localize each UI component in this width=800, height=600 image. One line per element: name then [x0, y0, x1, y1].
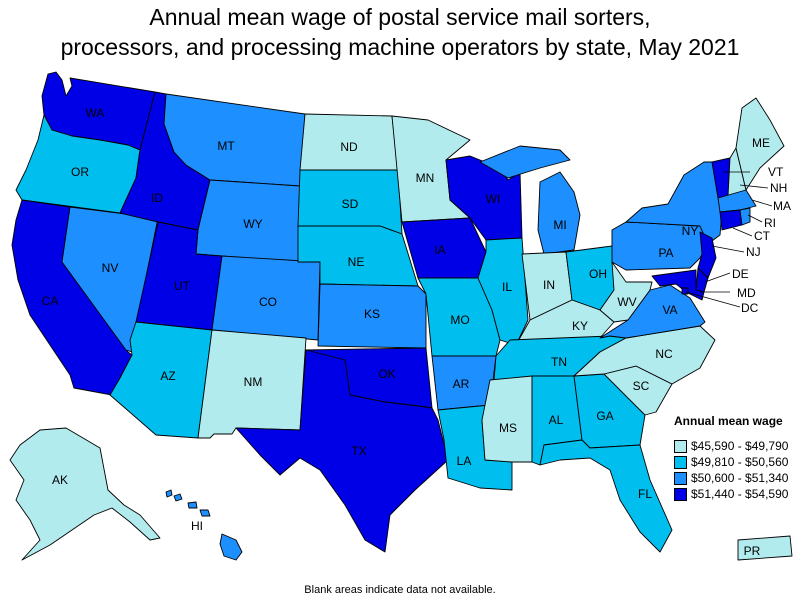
label-CT: CT [754, 229, 771, 243]
label-MN: MN [416, 171, 435, 185]
legend-title: Annual mean wage [674, 414, 783, 428]
label-NH: NH [770, 181, 787, 195]
label-OR: OR [71, 165, 89, 179]
label-WY: WY [243, 217, 262, 231]
label-WI: WI [486, 192, 501, 206]
state-labels: WA OR CA NV ID MT WY UT CO AZ NM ND SD N… [42, 106, 791, 558]
label-IA: IA [434, 243, 445, 257]
label-SC: SC [633, 379, 650, 393]
legend-label-3: $50,600 - $51,340 [691, 471, 789, 485]
state-RI[interactable] [739, 207, 751, 226]
label-NJ: NJ [746, 245, 761, 259]
state-ME[interactable] [735, 97, 785, 191]
label-MS: MS [499, 421, 517, 435]
state-CT[interactable] [719, 209, 743, 231]
state-DC[interactable] [681, 287, 689, 295]
state-PR[interactable] [737, 535, 793, 561]
label-UT: UT [174, 279, 191, 293]
label-OK: OK [378, 367, 395, 381]
state-HI[interactable] [165, 489, 243, 561]
label-MT: MT [217, 139, 235, 153]
legend-label-1: $45,590 - $49,790 [691, 439, 789, 453]
label-PR: PR [744, 544, 761, 558]
legend-swatch-3 [674, 471, 687, 485]
label-DC: DC [741, 301, 759, 315]
state-MD[interactable] [651, 269, 705, 301]
legend-swatch-4 [674, 487, 687, 501]
label-OH: OH [589, 267, 607, 281]
label-VT: VT [768, 165, 784, 179]
us-states-map: WA OR CA NV ID MT WY UT CO AZ NM ND SD N… [9, 71, 793, 561]
legend-swatch-1 [674, 439, 687, 453]
label-PA: PA [658, 246, 673, 260]
label-GA: GA [596, 409, 613, 423]
footnote: Blank areas indicate data not available. [304, 584, 496, 596]
state-AK[interactable] [9, 427, 161, 561]
label-NY: NY [682, 224, 699, 238]
title-line-1: Annual mean wage of postal service mail … [149, 4, 651, 30]
label-ID: ID [151, 191, 163, 205]
legend-swatch-2 [674, 455, 687, 469]
label-DE: DE [732, 267, 749, 281]
label-ME: ME [752, 136, 770, 150]
label-IN: IN [543, 278, 555, 292]
label-AZ: AZ [160, 369, 175, 383]
state-NM[interactable] [197, 329, 307, 439]
label-WV: WV [617, 295, 636, 309]
legend-item-3: $50,600 - $51,340 [674, 470, 788, 486]
state-MS[interactable] [481, 375, 533, 463]
label-AK: AK [52, 473, 68, 487]
label-IL: IL [502, 280, 512, 294]
state-TX[interactable] [235, 349, 449, 553]
legend-item-1: $45,590 - $49,790 [674, 438, 788, 454]
label-MO: MO [450, 313, 469, 327]
legend-item-4: $51,440 - $54,590 [674, 486, 788, 502]
title-line-2: processors, and processing machine opera… [60, 34, 740, 60]
label-CA: CA [42, 294, 59, 308]
label-NC: NC [655, 347, 673, 361]
label-TN: TN [551, 355, 567, 369]
label-NE: NE [348, 255, 365, 269]
label-AR: AR [453, 377, 470, 391]
label-TX: TX [351, 444, 366, 458]
label-SD: SD [342, 197, 359, 211]
label-LA: LA [457, 454, 472, 468]
state-FL[interactable] [539, 439, 673, 553]
label-RI: RI [764, 216, 776, 230]
state-MI[interactable] [479, 145, 581, 255]
label-KS: KS [364, 307, 380, 321]
legend-label-2: $49,810 - $50,560 [691, 455, 789, 469]
label-ND: ND [340, 140, 358, 154]
label-HI: HI [191, 519, 203, 533]
legend-label-4: $51,440 - $54,590 [691, 487, 789, 501]
legend-item-2: $49,810 - $50,560 [674, 454, 788, 470]
state-KS[interactable] [317, 283, 427, 349]
label-NV: NV [102, 261, 119, 275]
label-VA: VA [662, 303, 677, 317]
leader-lines [685, 171, 773, 308]
label-WA: WA [86, 106, 105, 120]
map-title: Annual mean wage of postal service mail … [0, 2, 800, 62]
label-MA: MA [773, 199, 791, 213]
label-AL: AL [549, 413, 564, 427]
label-MI: MI [553, 218, 566, 232]
label-FL: FL [638, 487, 652, 501]
label-CO: CO [259, 295, 277, 309]
label-KY: KY [572, 319, 588, 333]
label-MD: MD [737, 286, 756, 300]
state-WV[interactable] [599, 261, 653, 323]
label-NM: NM [244, 375, 263, 389]
